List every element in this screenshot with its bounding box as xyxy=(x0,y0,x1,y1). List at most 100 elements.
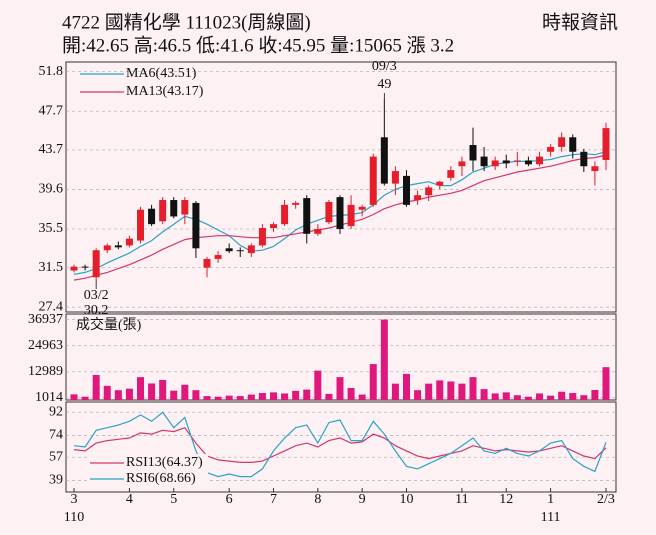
bar xyxy=(547,395,555,400)
line xyxy=(73,426,607,463)
candle-body xyxy=(137,209,144,241)
candle-body xyxy=(569,137,577,152)
y-tick-label: 57 xyxy=(49,450,63,465)
candle-body xyxy=(536,156,543,165)
bar xyxy=(203,396,211,400)
y-tick-label: 35.5 xyxy=(39,221,64,236)
candle-body xyxy=(436,181,444,186)
y-tick-label: 31.5 xyxy=(39,260,64,275)
candle-body xyxy=(303,198,311,234)
candle-body xyxy=(502,160,510,164)
legend-label: MA6(43.51) xyxy=(126,66,197,81)
bar xyxy=(458,383,466,400)
bar xyxy=(81,396,89,400)
y-tick-label: 51.8 xyxy=(39,64,64,79)
bar xyxy=(580,395,588,400)
bar xyxy=(181,384,189,400)
x-tick-label: 1 xyxy=(547,492,554,507)
rsi-panel xyxy=(65,401,617,493)
bar xyxy=(236,396,244,400)
candle-body xyxy=(425,187,433,196)
candle-body xyxy=(170,200,178,217)
bar xyxy=(192,390,200,400)
candle-body xyxy=(247,245,255,254)
annotation-label: 03/2 xyxy=(84,288,109,303)
x-tick-label: 2/3 xyxy=(597,492,615,507)
bar xyxy=(125,388,133,400)
y-tick-label: 27.4 xyxy=(39,299,64,314)
bar xyxy=(303,389,311,400)
x-tick-label: 8 xyxy=(314,492,321,507)
quote-line: 開:42.65 高:46.5 低:41.6 收:45.95 量:15065 漲 … xyxy=(62,34,454,56)
volume-label: 成交量(張) xyxy=(76,316,142,333)
annotation-value: 49 xyxy=(377,77,391,92)
candle-body xyxy=(380,137,388,184)
y-tick-label: 92 xyxy=(49,405,63,420)
y-tick-label: 43.7 xyxy=(39,142,64,157)
y-tick-label: 36937 xyxy=(28,312,63,327)
bar xyxy=(414,390,422,400)
bar xyxy=(436,380,444,400)
line xyxy=(73,411,607,478)
bar xyxy=(491,393,499,400)
bar xyxy=(403,373,410,400)
bar xyxy=(225,395,233,400)
candle-body xyxy=(81,266,89,268)
candle-body xyxy=(391,171,399,184)
candle-body xyxy=(325,201,333,223)
bar xyxy=(502,392,510,400)
candle-body xyxy=(414,195,422,201)
y-tick-label: 74 xyxy=(49,428,63,443)
bar xyxy=(214,396,222,400)
y-tick-label: 39 xyxy=(49,473,63,488)
year-label: 110 xyxy=(64,510,84,525)
candle-body xyxy=(458,161,466,167)
candle-body xyxy=(114,245,122,248)
y-tick-label: 47.7 xyxy=(39,103,64,118)
chart-title: 4722 國精化學 111023(周線圖) xyxy=(62,11,311,33)
legend-label: MA13(43.17) xyxy=(126,84,204,99)
candle-body xyxy=(524,160,532,165)
candle-body xyxy=(358,206,366,210)
bar xyxy=(325,393,333,400)
y-tick-label: 12989 xyxy=(28,364,63,379)
bar xyxy=(70,394,78,400)
candle-body xyxy=(580,151,588,167)
candle-body xyxy=(214,255,222,259)
bar xyxy=(602,367,610,400)
candle-body xyxy=(513,160,521,162)
bar xyxy=(148,383,156,400)
bar xyxy=(536,393,543,400)
bar xyxy=(447,381,455,400)
bar xyxy=(314,370,322,400)
bar xyxy=(103,385,111,400)
legend-label: RSI13(64.37) xyxy=(126,455,203,470)
candle-body xyxy=(591,166,599,172)
x-tick-label: 7 xyxy=(270,492,277,507)
bar xyxy=(569,393,577,400)
candle-body xyxy=(480,156,488,167)
bar xyxy=(369,364,377,400)
candle-body xyxy=(314,228,322,234)
candle-body xyxy=(181,200,189,215)
bar xyxy=(591,389,599,400)
bar xyxy=(170,390,178,400)
source: 時報資訊 xyxy=(542,11,618,33)
candle-body xyxy=(192,202,200,249)
price-panel xyxy=(65,61,617,313)
candle-body xyxy=(292,202,300,205)
candle-body xyxy=(159,200,167,222)
year-label: 111 xyxy=(541,510,561,525)
bar xyxy=(270,392,277,400)
candle-body xyxy=(281,204,289,225)
candle-body xyxy=(403,175,410,205)
candle-body xyxy=(225,248,233,252)
candle-body xyxy=(203,258,211,268)
bar xyxy=(281,393,289,400)
x-tick-label: 11 xyxy=(455,492,468,507)
candle-body xyxy=(347,204,355,227)
annotation-value: 30.2 xyxy=(84,303,109,318)
bar xyxy=(358,394,366,400)
bar xyxy=(336,377,344,400)
